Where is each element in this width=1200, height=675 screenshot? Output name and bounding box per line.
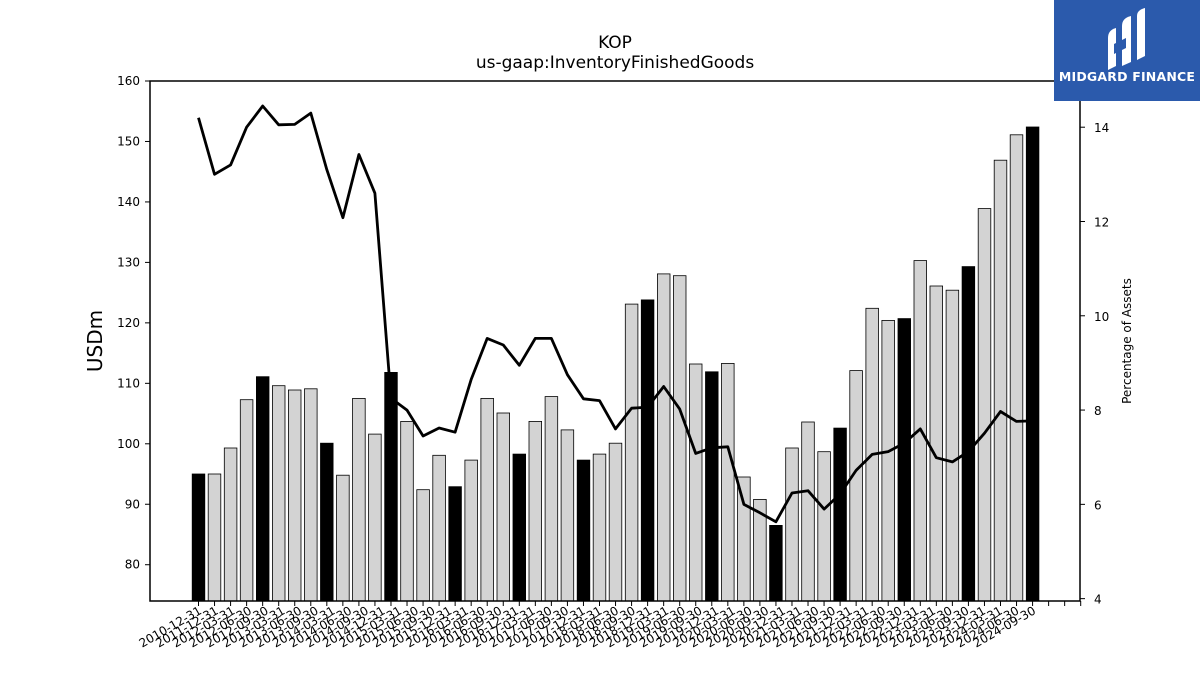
bar [287, 389, 302, 602]
bar [239, 399, 254, 602]
brand-name: MIDGARD FINANCE [1058, 69, 1196, 84]
plot-frame [149, 80, 1081, 602]
brand-logo: MIDGARD FINANCE [1054, 0, 1200, 101]
bar [705, 371, 719, 602]
bar [737, 476, 751, 602]
bar [576, 459, 591, 602]
midgard-logo-icon [1108, 8, 1145, 70]
bar [833, 427, 847, 602]
chart-title: KOP [598, 33, 632, 53]
bars [191, 126, 1040, 602]
bar [689, 363, 703, 602]
bar [769, 525, 783, 602]
y-tick-label: 160 [117, 74, 140, 88]
series-line [197, 104, 1033, 524]
y-tick-label: 140 [117, 195, 140, 209]
bar [657, 273, 671, 602]
bar [961, 266, 976, 602]
y-axis-right: 4 6 8 10 12 14 [1080, 121, 1109, 607]
bar [624, 303, 639, 602]
bar [432, 454, 446, 602]
bar [400, 420, 414, 602]
x-axis: 2010-12-312011-12-312012-03-312012-06-30… [137, 601, 1082, 650]
bar [640, 299, 655, 602]
bar [897, 318, 912, 602]
chart-subtitle: us-gaap:InventoryFinishedGoods [476, 53, 755, 73]
y2-tick-label: 6 [1094, 498, 1102, 512]
y-tick-label: 80 [125, 558, 140, 572]
y2-tick-label: 14 [1094, 121, 1109, 135]
y-axis-left: 80 90 100 110 120 130 140 150 160 [117, 74, 150, 572]
bar [608, 442, 623, 602]
percent-line [197, 104, 1033, 524]
bar [384, 371, 398, 602]
bar [673, 275, 687, 602]
bar [801, 421, 815, 602]
bar [993, 159, 1008, 602]
bar [849, 370, 863, 602]
y-tick-label: 90 [125, 497, 140, 511]
bar [336, 474, 350, 602]
bar [416, 489, 430, 602]
y-tick-label: 120 [117, 316, 140, 330]
bar [721, 362, 735, 602]
y-tick-label: 150 [117, 134, 140, 148]
y-axis-label: USDm [83, 310, 107, 372]
bar [320, 442, 334, 602]
y2-axis-label: Percentage of Assets [1120, 278, 1134, 404]
bar [929, 285, 944, 602]
bar [207, 473, 222, 602]
y2-tick-label: 10 [1094, 310, 1109, 324]
bar [512, 453, 527, 602]
bar [945, 289, 960, 602]
bar [817, 451, 831, 602]
bar [544, 396, 559, 602]
bar [255, 376, 270, 602]
bar [785, 447, 799, 602]
y-tick-label: 110 [117, 376, 140, 390]
bar [191, 473, 206, 602]
bar [304, 388, 318, 602]
bar [1025, 126, 1040, 602]
bar [271, 385, 286, 602]
bar [464, 459, 478, 602]
bar [528, 420, 543, 602]
y-tick-label: 100 [117, 437, 140, 451]
bar [223, 447, 238, 602]
bar [448, 486, 462, 602]
bar [592, 453, 607, 602]
bar [496, 412, 511, 602]
y2-tick-label: 8 [1094, 404, 1102, 418]
y2-tick-label: 4 [1094, 593, 1102, 607]
y2-tick-label: 12 [1094, 215, 1109, 229]
bar [480, 397, 494, 602]
bar [1009, 134, 1024, 602]
bar [977, 208, 992, 602]
bar [368, 433, 382, 602]
bar [352, 397, 366, 602]
y-tick-label: 130 [117, 255, 140, 269]
bar [881, 319, 895, 602]
bar [560, 429, 575, 602]
